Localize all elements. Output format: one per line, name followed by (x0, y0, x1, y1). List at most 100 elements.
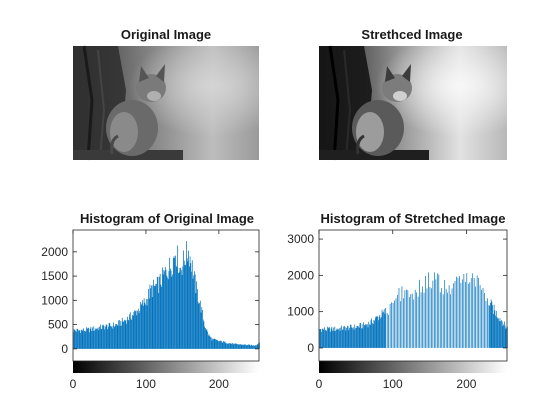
histogram-bar (326, 330, 328, 348)
histogram-bar (451, 288, 453, 348)
histogram-bar (250, 345, 251, 349)
histogram-bar (481, 289, 482, 348)
histogram-bar (98, 330, 100, 349)
histogram-bar (394, 300, 395, 348)
histogram-bar (112, 328, 114, 349)
histogram-bar (434, 272, 435, 348)
y-tick-label: 2000 (287, 268, 314, 282)
histogram-bar (203, 321, 205, 349)
histogram-bar (327, 328, 329, 348)
histogram-bar (489, 305, 491, 348)
histogram-bar (357, 325, 359, 348)
histogram-bar (492, 313, 494, 348)
histogram-bar (118, 320, 119, 349)
histogram-bar (179, 268, 181, 349)
histogram-bar (162, 274, 164, 349)
histogram-bar (75, 330, 76, 349)
histogram-bar (215, 339, 217, 349)
histogram-bar (388, 314, 390, 348)
histogram-bar (74, 330, 76, 349)
histogram-bar (245, 345, 247, 349)
histogram-bar (92, 330, 94, 349)
histogram-bar (113, 326, 115, 349)
histogram-bar (77, 329, 79, 349)
histogram-bar (198, 303, 200, 349)
histogram-bar (232, 343, 233, 349)
histogram-bar (130, 318, 132, 349)
histogram-bar (102, 325, 103, 349)
histogram-bar (253, 345, 255, 349)
histogram-bar (141, 303, 143, 349)
histogram-bar (251, 345, 253, 349)
histogram-bar (425, 275, 426, 348)
histogram-bar (344, 325, 345, 348)
histogram-bar (114, 326, 116, 349)
histogram-bar (239, 344, 241, 349)
histogram-bar (205, 330, 207, 349)
histogram-bar (207, 335, 209, 349)
histogram-bar (81, 329, 83, 349)
histogram-bar (353, 329, 355, 348)
histogram-bar (445, 288, 447, 348)
histogram-bar (143, 298, 145, 349)
histogram-bar (154, 286, 156, 349)
histogram-bar (188, 250, 189, 349)
histogram-bar (242, 345, 244, 349)
histogram-bar (116, 324, 117, 349)
histogram-bar (416, 292, 418, 348)
histogram-bar (360, 323, 361, 348)
histogram-bar (448, 285, 450, 348)
histogram-bar (119, 325, 121, 349)
histogram-bar (321, 328, 323, 348)
histogram-bar (377, 320, 379, 348)
histogram-bar (210, 337, 212, 349)
y-tick-label: 2000 (41, 245, 68, 259)
histogram-bar (123, 321, 125, 349)
histogram-bar (246, 345, 248, 349)
histogram-bar (136, 315, 138, 349)
histogram-bar (334, 326, 336, 348)
histogram-bar (457, 277, 459, 348)
histogram-bar (405, 289, 407, 348)
histogram-bar (165, 269, 167, 349)
histogram-bar (404, 290, 406, 348)
histogram-bar (234, 343, 235, 349)
histogram-bar (213, 339, 214, 349)
histogram-bar (361, 328, 362, 348)
histogram-bar (161, 267, 163, 349)
histogram-bar (358, 326, 359, 348)
histogram-bar (238, 344, 240, 349)
histogram-bar (487, 298, 488, 348)
histogram-bar (492, 305, 493, 348)
histogram-bar (372, 323, 373, 348)
histogram-bar (207, 331, 208, 349)
histogram-bar (124, 320, 126, 349)
histogram-bar (90, 326, 92, 349)
histogram-bar (235, 343, 237, 349)
histogram-bar (197, 301, 199, 349)
histogram-bar (494, 310, 496, 348)
histogram-bar (83, 331, 85, 349)
histogram-bar (497, 318, 499, 348)
histogram-bar (377, 316, 378, 348)
histogram-bar (495, 310, 497, 348)
histogram-bar (403, 298, 404, 348)
histogram-bar (147, 299, 149, 349)
histogram-bar (250, 344, 252, 349)
histogram-bar (185, 264, 187, 349)
histogram-bar (197, 289, 198, 349)
histogram-bar (217, 340, 219, 349)
histogram-bar (121, 325, 122, 349)
histogram-bar (375, 316, 377, 348)
histogram-bar (100, 328, 102, 349)
histogram-bar (142, 300, 144, 349)
histogram-bar (345, 330, 347, 348)
histogram-bar (244, 344, 246, 349)
histogram-bar (111, 325, 113, 349)
histogram-bar (344, 327, 346, 348)
histogram-bar (172, 274, 173, 349)
histogram-bar (78, 330, 80, 349)
y-tick-label: 0 (61, 342, 68, 356)
histogram-bar (372, 324, 374, 348)
histogram-bar (436, 273, 438, 348)
